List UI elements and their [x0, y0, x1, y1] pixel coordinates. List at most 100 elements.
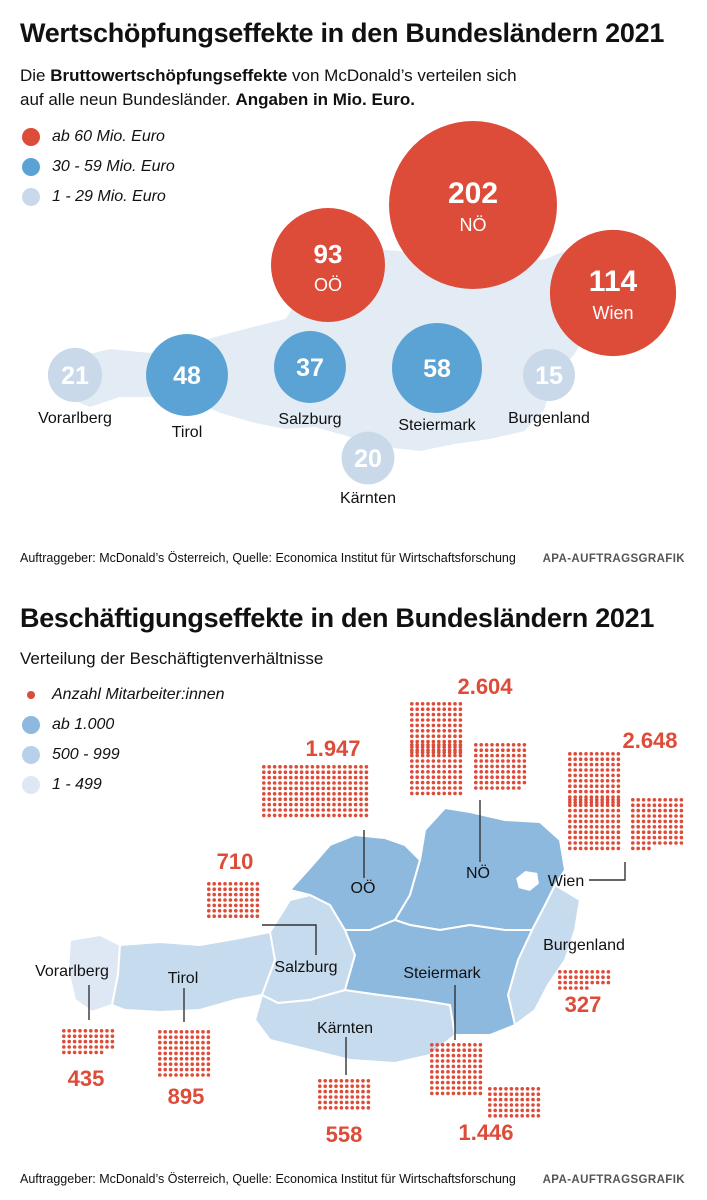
employee-dot — [595, 795, 599, 799]
employee-dot — [679, 808, 684, 813]
employee-dot — [509, 1108, 514, 1113]
employee-dot — [611, 768, 615, 772]
employee-dot — [668, 814, 673, 818]
employee-dot — [410, 702, 414, 706]
employee-dot — [674, 835, 678, 840]
employee-dot — [473, 1048, 477, 1052]
employee-dot — [323, 1084, 328, 1088]
employee-dot — [201, 1051, 205, 1056]
employee-dot — [62, 1034, 66, 1038]
employee-dot — [430, 1075, 434, 1079]
employee-dot — [174, 1073, 178, 1077]
employee-dot — [289, 808, 293, 812]
employee-dot — [674, 841, 678, 845]
employee-dot — [490, 780, 494, 785]
employee-dot — [467, 1059, 472, 1063]
employee-dot — [584, 841, 588, 845]
employee-dot — [636, 830, 640, 834]
employee-dot — [453, 723, 457, 728]
employee-dot — [431, 718, 436, 722]
employee-dot — [525, 1114, 530, 1118]
employee-dot — [410, 786, 414, 790]
employee-dot — [458, 707, 463, 711]
employee-dot — [353, 813, 358, 818]
employee-dot — [595, 800, 599, 805]
region-label-salzburg: Salzburg — [278, 411, 341, 428]
employee-dot — [267, 813, 272, 818]
employee-dot — [447, 748, 452, 752]
employee-dot — [679, 814, 684, 818]
employee-dot — [223, 903, 227, 908]
employee-dot — [595, 970, 600, 974]
employee-dot — [321, 797, 326, 801]
value-label-salzburg: 37 — [296, 354, 324, 382]
value-label-wien: 114 — [589, 265, 638, 298]
employee-dot — [478, 1070, 483, 1074]
employee-dot — [636, 814, 640, 818]
employee-dot — [321, 792, 326, 796]
employee-dot — [531, 1097, 535, 1102]
employee-dot — [558, 975, 562, 979]
employee-dot — [163, 1051, 167, 1056]
employee-dot — [437, 780, 441, 785]
employee-dot — [568, 830, 572, 834]
employee-dot — [595, 798, 599, 802]
legend-dot-marker — [27, 691, 35, 699]
employee-dot — [611, 784, 615, 788]
value-label-tirol: 48 — [173, 362, 201, 390]
employee-dot — [321, 770, 326, 774]
employee-dot — [89, 1034, 93, 1038]
employee-dot — [457, 1075, 461, 1079]
employee-dot — [446, 1080, 450, 1085]
employee-dot — [294, 770, 299, 774]
employee-dot — [568, 835, 572, 840]
employee-dot — [99, 1039, 104, 1044]
employee-dot — [299, 775, 304, 780]
employee-dot — [163, 1057, 167, 1061]
employee-dot — [158, 1040, 162, 1045]
employee-dot — [589, 768, 594, 772]
employee-dot — [515, 1092, 519, 1096]
employee-dot — [228, 914, 233, 918]
employee-dot — [190, 1046, 194, 1050]
employee-dot — [509, 1114, 514, 1118]
employee-dot — [674, 803, 678, 807]
employee-dot — [337, 770, 342, 774]
employee-dot — [174, 1057, 178, 1061]
employee-dot — [316, 770, 320, 774]
employee-dot — [573, 752, 577, 756]
employee-dot — [415, 734, 420, 738]
employee-dot — [415, 743, 420, 747]
employee-dot — [359, 792, 363, 796]
employee-dot — [600, 757, 604, 761]
employee-dot — [299, 770, 304, 774]
employee-dot — [568, 825, 572, 829]
employee-dot — [435, 1080, 440, 1085]
employee-dot — [415, 791, 420, 796]
region-label-tirol: Tirol — [172, 424, 203, 441]
employee-dot — [283, 802, 288, 807]
employee-dot — [584, 762, 588, 767]
employee-dot — [578, 768, 583, 772]
employee-dot — [299, 786, 304, 791]
employee-dot — [410, 707, 414, 711]
employee-dot — [447, 734, 452, 738]
employee-dot — [337, 802, 342, 807]
employee-dot — [239, 903, 243, 908]
employee-dot — [105, 1034, 109, 1038]
employee-dot — [430, 1086, 434, 1090]
employee-dot — [658, 808, 662, 813]
region-label-wien: Wien — [592, 303, 633, 323]
employee-dot — [94, 1039, 98, 1044]
employee-dot — [168, 1035, 173, 1039]
employee-dot — [326, 786, 331, 791]
employee-dot — [430, 1059, 434, 1063]
employee-dot — [415, 707, 420, 711]
employee-dot — [520, 1103, 524, 1107]
employee-dot — [446, 1075, 450, 1079]
employee-dot — [457, 1080, 461, 1085]
value-label-steiermark: 1.446 — [458, 1120, 513, 1145]
employee-dot — [578, 835, 583, 840]
region-label-ooe: OÖ — [314, 275, 342, 295]
employee-dot — [255, 898, 260, 902]
